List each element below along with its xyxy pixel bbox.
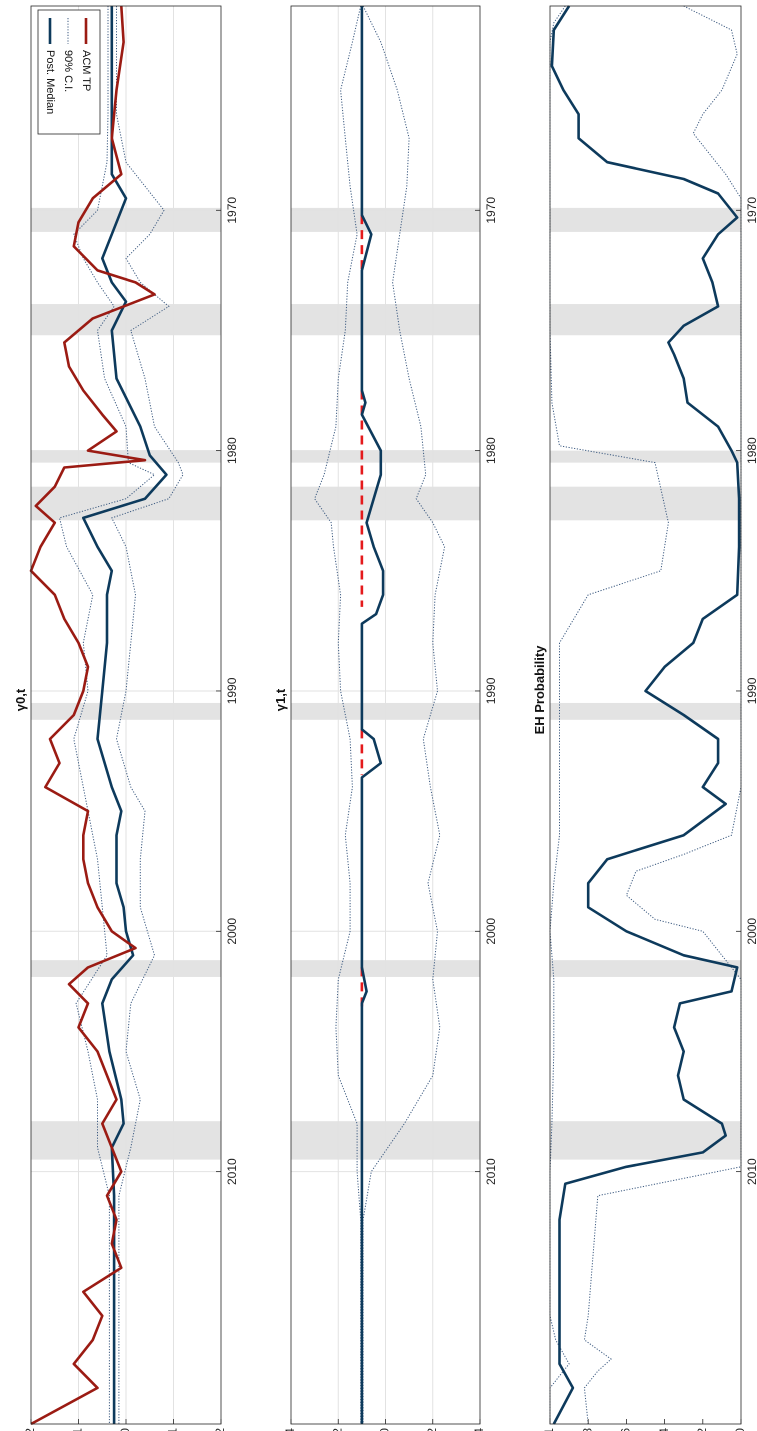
plot-frame	[549, 5, 742, 1425]
median-line	[550, 5, 741, 1425]
recession-band	[550, 207, 741, 232]
y-tick-label: -2	[213, 1428, 227, 1431]
chart-title-gamma0: γ0,t	[13, 688, 28, 711]
y-tick-label: 1	[542, 1428, 556, 1431]
x-tick-label: 1970	[225, 197, 239, 224]
series-lines	[29, 5, 168, 1426]
acm-tp-line	[29, 5, 156, 1426]
series-lines	[550, 5, 741, 1425]
y-tick-label: 0.6	[619, 1428, 633, 1431]
ci-lines	[314, 5, 446, 1424]
legend: Post. Median 90% C.I. ACM TP	[37, 9, 101, 135]
x-tick-label: 2000	[745, 918, 757, 945]
x-tick-label: 1980	[225, 437, 239, 464]
y-tick-label: 0	[118, 1428, 132, 1431]
tick-labels: 1 0.8 0.6 0.4 0.2 0 1970 1980 1990 2000 2010	[542, 197, 757, 1431]
recession-band	[550, 304, 741, 336]
panel-gamma1: 4 2 0 -2 -4 1970 1980 1990 2000 2010 γ1,t	[273, 5, 498, 1431]
gridlines	[291, 6, 480, 1424]
ci-line	[314, 5, 362, 1424]
x-tick-label: 2010	[225, 1158, 239, 1185]
recession-band	[550, 702, 741, 720]
x-tick-label: 2000	[484, 918, 498, 945]
x-tick-label: 1980	[745, 437, 757, 464]
y-tick-label: 0.2	[695, 1428, 709, 1431]
ci-line	[583, 5, 742, 1425]
x-tick-label: 2000	[225, 918, 239, 945]
tick-labels: 4 2 0 -2 -4 1970 1980 1990 2000 2010	[283, 197, 498, 1431]
series-lines	[360, 6, 385, 1424]
y-tick-label: 2	[330, 1428, 344, 1431]
recession-band	[550, 960, 741, 977]
y-tick-label: 2	[23, 1428, 37, 1431]
y-tick-label: 0	[378, 1428, 392, 1431]
ci-lines	[58, 6, 184, 1424]
median-line	[360, 6, 385, 1424]
x-tick-label: 1970	[745, 197, 757, 224]
recession-bands	[550, 207, 741, 1160]
y-tick-label: 4	[283, 1428, 297, 1431]
y-tick-label: 0.4	[657, 1428, 671, 1431]
x-tick-label: 1970	[484, 197, 498, 224]
chart-title-eh-probability: EH Probability	[532, 645, 547, 735]
ci-line	[549, 5, 669, 1424]
ci-line	[58, 6, 156, 1424]
y-tick-label: -1	[166, 1428, 180, 1431]
ci-line	[362, 5, 446, 1424]
x-tick-label: 1990	[225, 677, 239, 704]
y-tick-label: -4	[472, 1428, 486, 1431]
legend-label: 90% C.I.	[62, 50, 74, 92]
recession-band	[550, 450, 741, 463]
recession-band	[550, 486, 741, 521]
x-tick-label: 1990	[484, 677, 498, 704]
recession-band	[550, 1121, 741, 1160]
tick-marks	[30, 209, 222, 1424]
median-line	[82, 6, 168, 1424]
ci-lines	[549, 5, 742, 1425]
x-tick-label: 2010	[484, 1158, 498, 1185]
tick-labels: 2 1 0 -1 -2 1970 1980 1990 2000 2010	[23, 197, 239, 1431]
y-tick-label: 0	[733, 1428, 747, 1431]
x-tick-label: 2010	[745, 1158, 757, 1185]
gridlines	[31, 6, 221, 1424]
x-tick-label: 1980	[484, 437, 498, 464]
y-tick-label: 0.8	[580, 1428, 594, 1431]
tick-marks	[549, 209, 742, 1424]
x-tick-label: 1990	[745, 677, 757, 704]
legend-label: Post. Median	[44, 50, 56, 114]
legend-label: ACM TP	[80, 50, 92, 91]
y-tick-label: 1	[71, 1428, 85, 1431]
legend-box	[37, 9, 101, 135]
y-tick-label: -2	[425, 1428, 439, 1431]
ci-line	[111, 6, 184, 1424]
panel-eh-probability: 1 0.8 0.6 0.4 0.2 0 1970 1980 1990 2000 2010 EH Pr…	[532, 5, 757, 1431]
panel-gamma0: 2 1 0 -1 -2 1970 1980 1990 2000 2010 γ0,t Post. M…	[13, 5, 239, 1431]
chart-title-gamma1: γ1,t	[273, 688, 288, 711]
tick-marks	[290, 209, 481, 1424]
